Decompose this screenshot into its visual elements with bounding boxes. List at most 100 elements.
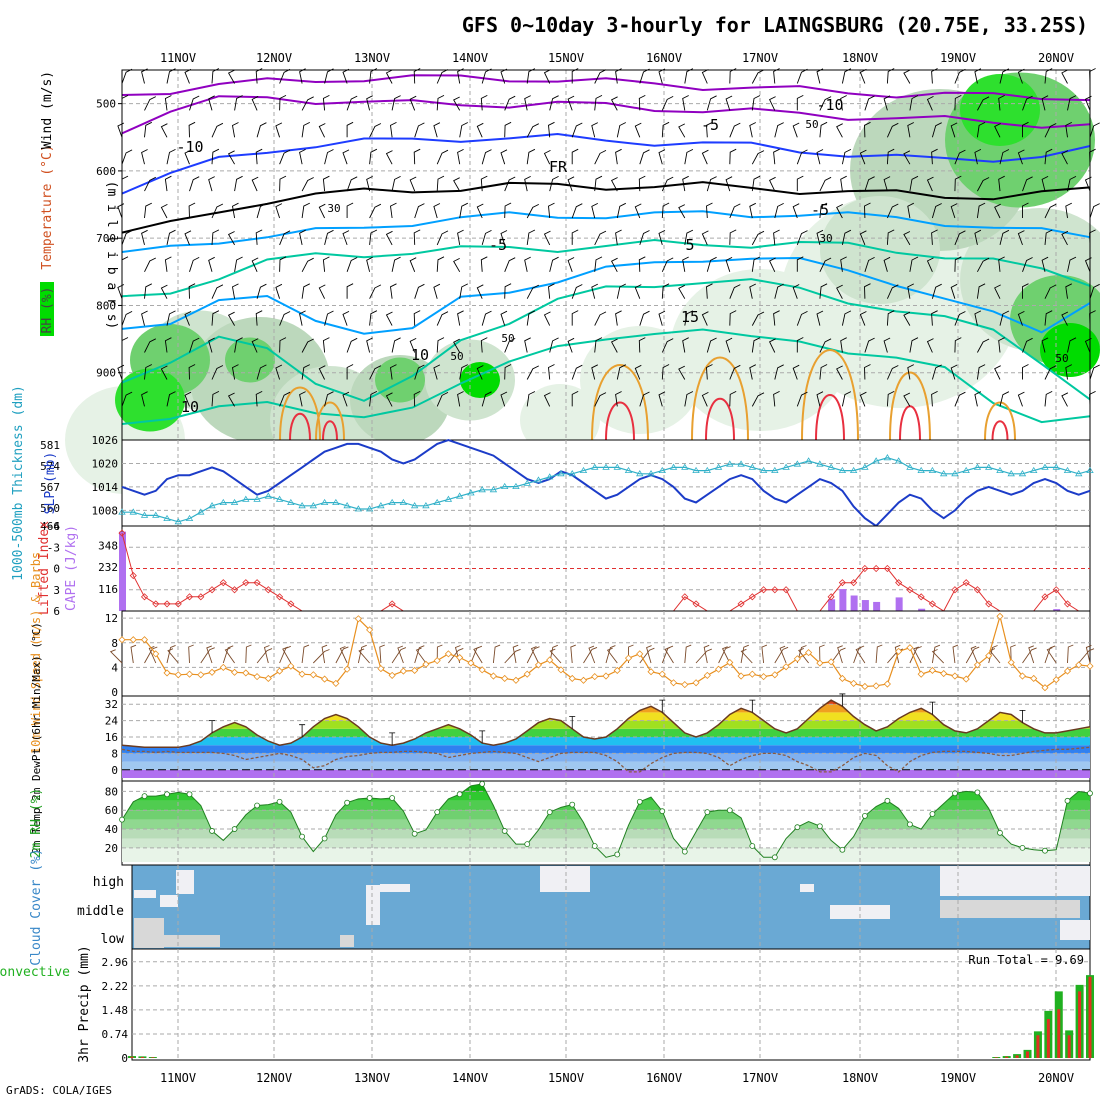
temp-ticks: 32 24 16 8 0	[105, 698, 119, 777]
lifted-marker	[962, 579, 970, 587]
cape-bar	[828, 599, 836, 611]
wind-barb	[188, 121, 196, 138]
thickness-marker	[816, 460, 824, 467]
wind-barb	[211, 365, 224, 380]
thickness-marker	[365, 505, 374, 512]
wind-barb	[453, 177, 461, 192]
wind-barb	[903, 392, 911, 407]
wind-barb	[322, 175, 330, 192]
lifted-marker	[287, 600, 295, 608]
rh-marker	[119, 816, 125, 823]
wind-barb	[682, 95, 689, 111]
surface-barb	[1046, 647, 1057, 664]
wind-barb	[436, 230, 449, 246]
thickness-marker	[399, 498, 408, 505]
cloud-gap	[1060, 920, 1090, 940]
wind-marker	[760, 673, 768, 681]
precip-conv-bar	[1067, 1035, 1071, 1058]
wind-barb	[301, 338, 314, 353]
cloud-gap	[340, 935, 354, 947]
cape-lifted-panel: -6 -3 0 3 6 348 232 116 Lifted Index CAPE (J/kg…	[37, 520, 1091, 618]
wind-barb	[436, 337, 445, 353]
wind-barb	[903, 69, 911, 84]
wind-barb	[188, 202, 196, 219]
thickness-marker	[737, 460, 745, 467]
wind-barb	[436, 391, 449, 407]
isotherms	[121, 74, 1091, 441]
wind-marker	[602, 672, 610, 680]
wind-barb	[318, 203, 326, 219]
wind-marker	[332, 679, 340, 687]
surface-barb	[222, 645, 234, 664]
wind-barb	[299, 391, 306, 407]
rh-marker	[479, 780, 486, 787]
wind-barb	[661, 283, 670, 299]
wind-barb	[1044, 284, 1057, 299]
wind-barb	[999, 310, 1010, 326]
wind-barb	[926, 176, 934, 192]
rh-area	[115, 368, 185, 432]
wind-barb	[481, 229, 492, 246]
cloud-gap	[160, 895, 178, 907]
wind-barb	[481, 391, 492, 407]
wind-barb	[926, 338, 934, 353]
surface-barb	[1028, 645, 1035, 664]
wind-barb	[346, 337, 358, 353]
rh-marker	[771, 854, 778, 861]
wind-barb	[661, 257, 674, 272]
wind-barb	[342, 391, 350, 407]
wind-barb	[543, 230, 551, 246]
surface-wind-barbs	[109, 644, 1095, 664]
ylabel-precip-right: 3hr Precip (mm)	[77, 945, 92, 1062]
wind-barb	[841, 310, 852, 326]
wind-barb	[999, 149, 1010, 165]
wind-barb	[796, 149, 808, 165]
wind-barb	[749, 202, 757, 219]
wind-barb	[634, 122, 642, 138]
rh-label: 50	[805, 118, 818, 131]
wind-marker	[456, 653, 464, 662]
rh-area	[1040, 323, 1100, 377]
thickness-marker	[939, 470, 948, 477]
wind-barb	[1089, 283, 1100, 299]
date-label-top: 20NOV	[1038, 51, 1074, 65]
wind-barb	[840, 337, 847, 353]
wind-barb	[324, 391, 334, 407]
thickness-marker	[332, 498, 340, 505]
wind-barb	[954, 256, 962, 272]
wind-barb	[481, 149, 492, 165]
wind-barb	[1065, 121, 1073, 138]
wind-barb	[859, 311, 867, 326]
wind-barb	[1061, 230, 1069, 246]
wind-barb	[208, 337, 215, 353]
thickness-marker	[275, 495, 284, 502]
thickness-marker	[230, 498, 239, 505]
surface-barb	[721, 646, 731, 664]
date-label-top: 16NOV	[646, 51, 682, 65]
pressure-tick: 600	[96, 165, 116, 178]
rh-label: 50	[450, 350, 463, 363]
surface-barb	[339, 646, 348, 664]
wind-barb	[481, 310, 492, 326]
surface-barb	[909, 646, 922, 664]
thickness-marker	[388, 498, 396, 505]
wind-barb	[977, 96, 990, 111]
wind-barb	[1044, 123, 1057, 138]
wind-barb	[883, 256, 891, 272]
wind-barb	[661, 364, 670, 380]
wind-barb	[211, 122, 224, 138]
wind-barb	[751, 69, 765, 84]
wind-barb	[457, 391, 464, 407]
rh-marker	[614, 851, 621, 858]
wind-barb	[500, 149, 508, 165]
wind-barb	[769, 338, 776, 353]
wind-barb	[616, 202, 627, 219]
ylabel-wind10m: 10m Wind Speed (m/s) & Barbs	[29, 552, 43, 754]
cloud-gap	[830, 905, 890, 919]
thickness-marker	[320, 498, 329, 505]
lifted-marker	[140, 593, 149, 601]
surface-barb	[855, 647, 866, 664]
wind-barb	[141, 310, 148, 326]
surface-barb	[301, 644, 310, 664]
